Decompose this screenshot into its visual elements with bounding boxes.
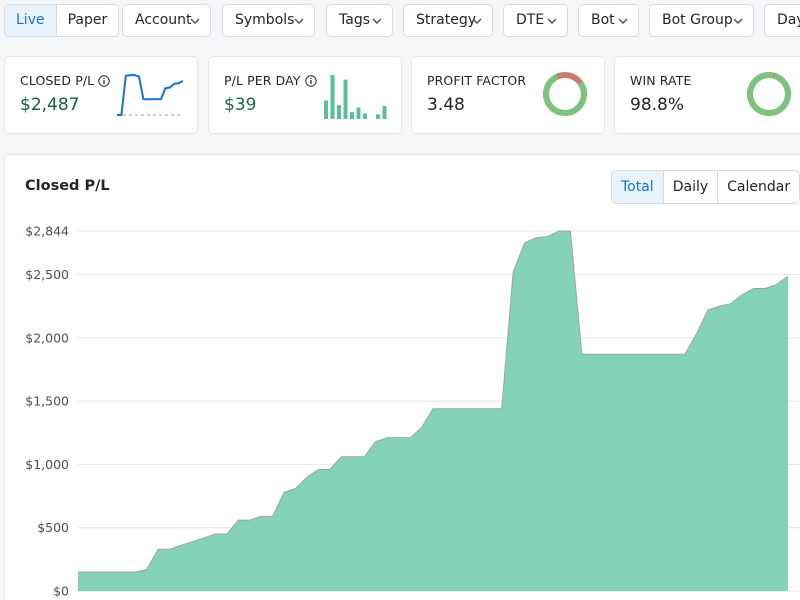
- closed-pl-value: $2,487: [20, 95, 80, 115]
- bot-group-dropdown[interactable]: Bot Group: [649, 4, 754, 37]
- paper-toggle-button[interactable]: Paper: [55, 5, 119, 36]
- dte-dropdown[interactable]: DTE: [503, 4, 568, 37]
- view-total-button[interactable]: Total: [612, 171, 663, 203]
- daily-pl-bar: [343, 79, 348, 119]
- bot-dropdown[interactable]: Bot: [578, 4, 639, 37]
- tags-dropdown[interactable]: Tags: [326, 4, 393, 37]
- info-icon[interactable]: [304, 74, 317, 87]
- closed-pl-sparkline: [117, 73, 184, 116]
- y-tick-label: $2,500: [25, 267, 69, 282]
- account-dropdown-label: Account: [135, 12, 192, 28]
- closed-pl-area-chart: $0 $500 $1,000 $1,500 $2,000 $2,500 $2,844: [25, 224, 800, 599]
- pl-per-day-label-row: P/L PER DAY: [224, 73, 317, 88]
- chevron-down-icon: [547, 5, 557, 36]
- info-icon[interactable]: [98, 74, 110, 87]
- symbols-dropdown[interactable]: Symbols: [222, 4, 315, 37]
- closed-pl-label-row: CLOSED P/L: [20, 73, 110, 88]
- chevron-down-icon: [472, 5, 482, 36]
- daily-pl-bar: [337, 105, 341, 119]
- win-rate-value: 98.8%: [630, 95, 685, 115]
- closed-pl-area: [78, 231, 788, 591]
- y-tick-label: $1,500: [25, 394, 69, 409]
- daily-pl-bar: [376, 114, 380, 119]
- day-dropdown[interactable]: Day: [764, 4, 800, 37]
- closed-pl-line: [78, 230, 789, 573]
- pl-per-day-label: P/L PER DAY: [224, 73, 301, 88]
- y-tick-label: $1,000: [25, 457, 69, 472]
- tags-dropdown-label: Tags: [339, 12, 370, 28]
- daily-pl-bar: [356, 107, 361, 119]
- bot-group-dropdown-label: Bot Group: [662, 12, 733, 28]
- closed-pl-label: CLOSED P/L: [20, 73, 95, 88]
- donut-win-segment: [747, 72, 791, 116]
- win-rate-card: WIN RATE 98.8%: [614, 56, 800, 134]
- chevron-down-icon: [190, 5, 200, 36]
- chart-title: Closed P/L: [25, 178, 110, 194]
- bot-dropdown-label: Bot: [591, 12, 615, 28]
- view-calendar-button[interactable]: Calendar: [717, 171, 799, 203]
- day-dropdown-label: Day: [777, 12, 800, 28]
- win-rate-label: WIN RATE: [630, 73, 692, 88]
- profit-factor-value: 3.48: [427, 95, 465, 115]
- chevron-down-icon: [294, 5, 304, 36]
- pl-per-day-value: $39: [224, 95, 257, 115]
- y-tick-label: $500: [37, 520, 69, 535]
- daily-pl-bar: [324, 100, 328, 119]
- profit-factor-label: PROFIT FACTOR: [427, 73, 527, 88]
- y-tick-label: $2,000: [25, 330, 69, 345]
- profit-factor-donut: [543, 72, 587, 116]
- symbols-dropdown-label: Symbols: [235, 12, 295, 28]
- daily-pl-bar: [350, 112, 354, 119]
- win-rate-donut: [747, 72, 791, 116]
- live-toggle-button[interactable]: Live: [5, 5, 56, 36]
- view-daily-button[interactable]: Daily: [662, 171, 717, 203]
- filter-bar: Live Paper Account Symbols Tags Strategy…: [0, 0, 800, 44]
- daily-pl-bar: [382, 106, 387, 119]
- chevron-down-icon: [733, 5, 743, 36]
- y-tick-label: $2,844: [25, 224, 69, 239]
- strategy-dropdown[interactable]: Strategy: [403, 4, 493, 37]
- pl-per-day-bar-sparkline: [324, 75, 387, 119]
- daily-pl-bar: [363, 113, 367, 119]
- live-paper-toggle: Live Paper: [4, 4, 120, 37]
- chart-view-toggle: Total Daily Calendar: [611, 170, 800, 204]
- account-dropdown[interactable]: Account: [122, 4, 211, 37]
- closed-pl-card: CLOSED P/L $2,487: [4, 56, 198, 134]
- daily-pl-bar: [330, 75, 335, 119]
- y-tick-label: $0: [53, 584, 69, 599]
- chevron-down-icon: [618, 5, 628, 36]
- profit-factor-card: PROFIT FACTOR 3.48: [411, 56, 605, 134]
- chevron-down-icon: [372, 5, 382, 36]
- dte-dropdown-label: DTE: [516, 12, 545, 28]
- pl-per-day-card: P/L PER DAY $39: [208, 56, 402, 134]
- strategy-dropdown-label: Strategy: [416, 12, 476, 28]
- sparkline-line: [117, 73, 184, 116]
